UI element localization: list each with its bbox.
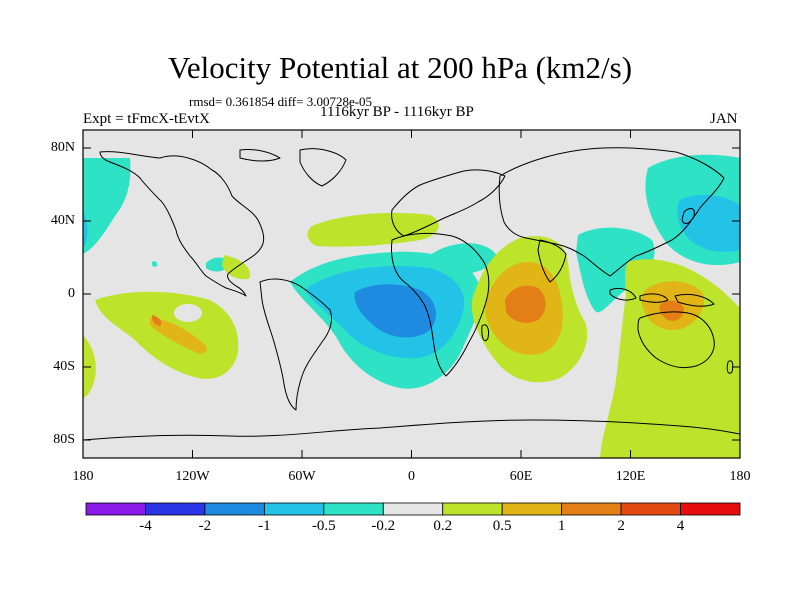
colorbar-swatch-6 <box>442 502 503 516</box>
contour-pos-maritime-core <box>659 300 684 321</box>
experiment-label: Expt = tFmcX-tEvtX <box>83 111 210 127</box>
colorbar-swatch-10 <box>680 502 741 516</box>
colorbar-label: 0.5 <box>492 518 512 534</box>
lon-label-180w: 180 <box>72 469 94 484</box>
colorbar-label: -0.5 <box>311 518 336 534</box>
lon-label-180e: 180 <box>729 469 751 484</box>
lat-ticks <box>83 147 740 441</box>
colorbar-swatch-3 <box>263 502 325 516</box>
lon-label-60w: 60W <box>288 469 316 484</box>
colorbar-swatch-9 <box>620 502 681 516</box>
contour-pos-atlantic-north <box>307 212 439 247</box>
lat-label-0: 0 <box>68 286 75 301</box>
colorbar-label: 4 <box>676 518 685 534</box>
contour-neg-samerica-core <box>354 284 436 338</box>
colorbar-swatch-4 <box>323 502 384 516</box>
colorbar-swatch-5 <box>382 502 444 516</box>
coastlines <box>83 147 740 441</box>
contour-neg-southasia <box>576 227 655 313</box>
colorbar-swatch-7 <box>501 502 563 516</box>
colorbar-label: -2 <box>198 518 212 534</box>
colorbar-label: -0.2 <box>371 518 396 534</box>
colorbar-label: 1 <box>557 518 566 534</box>
contour-pos-indian-core <box>505 285 546 323</box>
contour-pos-australia-outer <box>600 259 740 458</box>
colorbar-swatch-0 <box>85 502 146 516</box>
field-layer <box>83 130 740 458</box>
contour-zero-hole <box>174 304 202 322</box>
colorbar-swatch-8 <box>561 502 622 516</box>
lat-label-40s: 40S <box>53 359 75 374</box>
contour-pos-pacific-mid <box>150 318 207 354</box>
lon-label-0: 0 <box>408 469 415 484</box>
colorbar-label: 0.2 <box>433 518 453 534</box>
contour-neg-small-pacific <box>151 261 158 267</box>
colorbar-label: 2 <box>617 518 625 534</box>
stats-subtitle: rmsd= 0.361854 diff= 3.00728e-05 <box>189 94 373 109</box>
contour-neg-nafrica <box>430 243 498 275</box>
map-title: Velocity Potential at 200 hPa (km2/s) <box>167 50 633 85</box>
lat-label-80n: 80N <box>50 140 75 155</box>
contour-neg-atlantic-edge <box>83 210 88 248</box>
colorbar-label: -1 <box>258 518 271 534</box>
lon-label-120w: 120W <box>175 469 210 484</box>
period-subtitle: 1116kyr BP - 1116kyr BP <box>320 104 474 120</box>
colorbar-swatch-2 <box>204 502 265 516</box>
contour-pos-pacific-core <box>151 315 162 326</box>
colorbar-swatch-1 <box>145 502 206 516</box>
contour-neg-arctic-atlantic <box>83 158 131 254</box>
lon-label-60e: 60E <box>509 469 533 484</box>
lon-label-120e: 120E <box>615 469 646 484</box>
colorbar <box>85 502 741 516</box>
month-label: JAN <box>710 111 738 127</box>
lat-label-80s: 80S <box>53 432 75 447</box>
lat-label-40n: 40N <box>50 213 75 228</box>
lon-ticks <box>82 130 741 458</box>
colorbar-label: -4 <box>139 518 152 534</box>
